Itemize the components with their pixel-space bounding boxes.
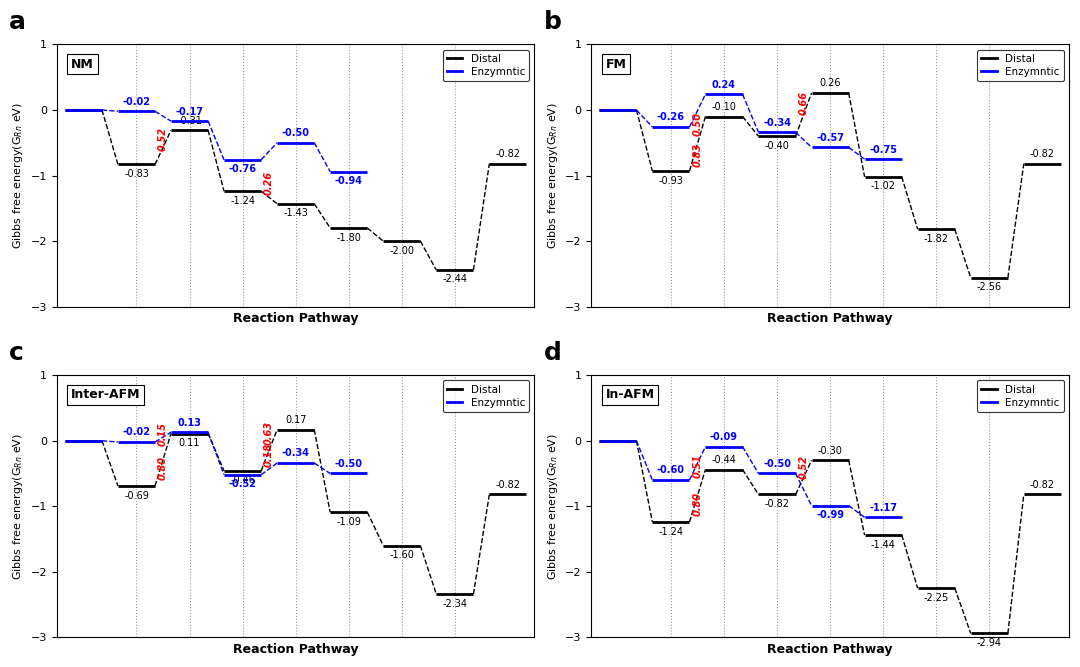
Text: -1.44: -1.44 <box>870 540 895 550</box>
Text: 0.17: 0.17 <box>285 415 307 425</box>
X-axis label: Reaction Pathway: Reaction Pathway <box>768 643 893 656</box>
Text: -0.09: -0.09 <box>710 432 738 442</box>
Text: -0.93: -0.93 <box>659 175 684 185</box>
Text: -1.80: -1.80 <box>336 233 361 243</box>
Text: 0.26: 0.26 <box>820 78 841 88</box>
Text: FM: FM <box>606 57 626 71</box>
Text: NM: NM <box>71 57 94 71</box>
Text: 0.63: 0.63 <box>265 421 274 445</box>
Text: -0.30: -0.30 <box>818 446 842 456</box>
Text: -2.25: -2.25 <box>923 593 949 603</box>
Legend: Distal, Enzymntic: Distal, Enzymntic <box>443 49 529 81</box>
Text: 0.83: 0.83 <box>692 143 702 167</box>
Text: -0.02: -0.02 <box>122 428 150 438</box>
Text: -1.02: -1.02 <box>870 181 895 191</box>
Text: d: d <box>543 341 562 365</box>
Text: -0.83: -0.83 <box>124 169 149 179</box>
Text: -0.75: -0.75 <box>869 145 897 155</box>
Text: -1.82: -1.82 <box>923 234 948 244</box>
Text: 0.51: 0.51 <box>692 454 702 478</box>
Text: -1.09: -1.09 <box>336 517 361 527</box>
Y-axis label: Gibbs free energy(G$_{Rn}$ eV): Gibbs free energy(G$_{Rn}$ eV) <box>11 433 25 580</box>
Text: -0.60: -0.60 <box>657 466 685 476</box>
X-axis label: Reaction Pathway: Reaction Pathway <box>233 643 359 656</box>
Legend: Distal, Enzymntic: Distal, Enzymntic <box>977 49 1064 81</box>
Text: 0.50: 0.50 <box>692 113 702 137</box>
Text: -0.44: -0.44 <box>712 455 737 465</box>
Text: In-AFM: In-AFM <box>606 388 654 402</box>
Text: 0.13: 0.13 <box>177 418 202 428</box>
Text: -2.94: -2.94 <box>976 638 1002 648</box>
Text: -0.46: -0.46 <box>230 476 255 486</box>
Text: -0.50: -0.50 <box>764 459 791 469</box>
Text: -0.82: -0.82 <box>496 480 521 490</box>
Text: 0.66: 0.66 <box>798 91 809 115</box>
Text: -1.24: -1.24 <box>659 526 684 536</box>
Text: -1.60: -1.60 <box>390 550 415 560</box>
Text: 0.52: 0.52 <box>158 127 168 151</box>
Text: -0.10: -0.10 <box>712 102 737 112</box>
Text: -0.34: -0.34 <box>282 448 310 458</box>
Text: -0.26: -0.26 <box>657 113 685 123</box>
Text: -1.24: -1.24 <box>230 196 255 206</box>
Text: -0.94: -0.94 <box>335 176 363 186</box>
Text: -0.69: -0.69 <box>124 490 149 500</box>
Text: -0.57: -0.57 <box>816 133 845 143</box>
Text: 0.24: 0.24 <box>712 79 735 89</box>
Text: -0.99: -0.99 <box>816 510 845 520</box>
Text: -2.44: -2.44 <box>443 275 468 285</box>
Text: c: c <box>9 341 24 365</box>
Text: 0.11: 0.11 <box>179 438 200 448</box>
Legend: Distal, Enzymntic: Distal, Enzymntic <box>443 380 529 412</box>
Text: -0.82: -0.82 <box>765 499 789 509</box>
X-axis label: Reaction Pathway: Reaction Pathway <box>233 312 359 325</box>
Text: Inter-AFM: Inter-AFM <box>71 388 140 402</box>
Text: -2.34: -2.34 <box>443 599 468 609</box>
Text: -0.76: -0.76 <box>229 164 257 174</box>
Text: -0.40: -0.40 <box>765 141 789 151</box>
Text: -0.02: -0.02 <box>122 97 150 107</box>
Text: 0.80: 0.80 <box>158 456 168 480</box>
Y-axis label: Gibbs free energy(G$_{Rn}$ eV): Gibbs free energy(G$_{Rn}$ eV) <box>545 102 559 249</box>
X-axis label: Reaction Pathway: Reaction Pathway <box>768 312 893 325</box>
Text: -2.00: -2.00 <box>389 245 415 255</box>
Text: 0.52: 0.52 <box>798 455 809 479</box>
Text: b: b <box>543 10 562 34</box>
Text: -0.82: -0.82 <box>1030 149 1055 159</box>
Text: -0.17: -0.17 <box>176 107 203 117</box>
Text: 0.80: 0.80 <box>692 492 702 516</box>
Text: 0.18: 0.18 <box>265 443 274 467</box>
Text: -0.31: -0.31 <box>177 115 202 125</box>
Text: -0.50: -0.50 <box>335 459 363 469</box>
Text: a: a <box>9 10 26 34</box>
Text: -0.50: -0.50 <box>282 128 310 138</box>
Text: 0.15: 0.15 <box>158 422 168 446</box>
Text: -1.43: -1.43 <box>283 208 308 218</box>
Text: -0.82: -0.82 <box>496 149 521 159</box>
Y-axis label: Gibbs free energy(G$_{Rn}$ eV): Gibbs free energy(G$_{Rn}$ eV) <box>11 102 25 249</box>
Text: -2.56: -2.56 <box>976 282 1002 292</box>
Y-axis label: Gibbs free energy(G$_{Rn}$ eV): Gibbs free energy(G$_{Rn}$ eV) <box>545 433 559 580</box>
Text: -0.34: -0.34 <box>764 117 791 127</box>
Text: -0.82: -0.82 <box>1030 480 1055 490</box>
Text: 0.26: 0.26 <box>265 171 274 195</box>
Text: -1.17: -1.17 <box>869 503 897 513</box>
Text: -0.52: -0.52 <box>229 480 257 490</box>
Legend: Distal, Enzymntic: Distal, Enzymntic <box>977 380 1064 412</box>
